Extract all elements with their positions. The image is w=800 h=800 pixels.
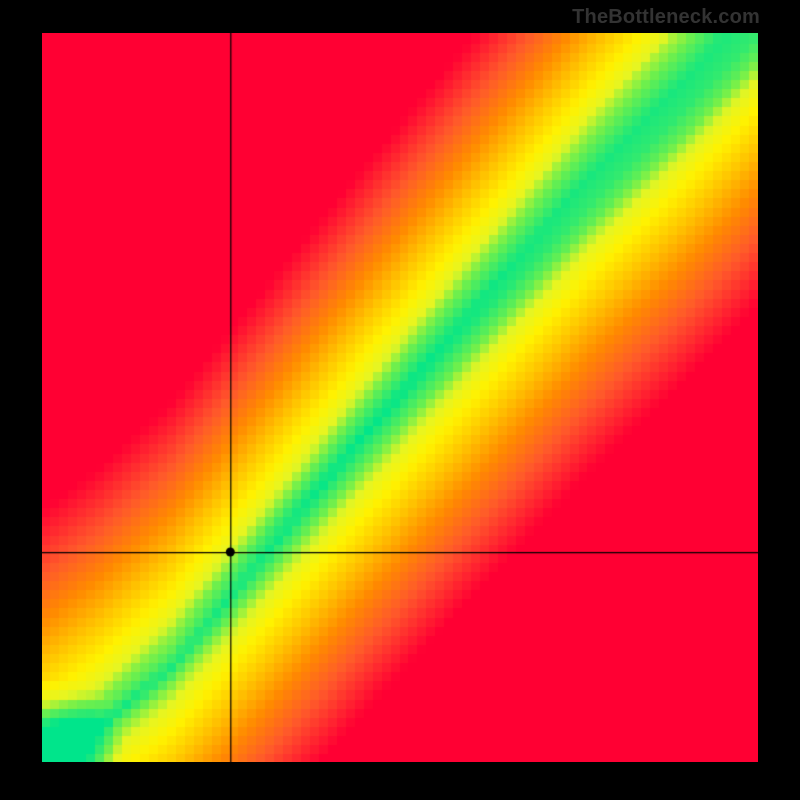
watermark-text: TheBottleneck.com [572,6,760,29]
chart-frame: TheBottleneck.com [0,0,800,800]
bottleneck-heatmap [42,33,758,762]
